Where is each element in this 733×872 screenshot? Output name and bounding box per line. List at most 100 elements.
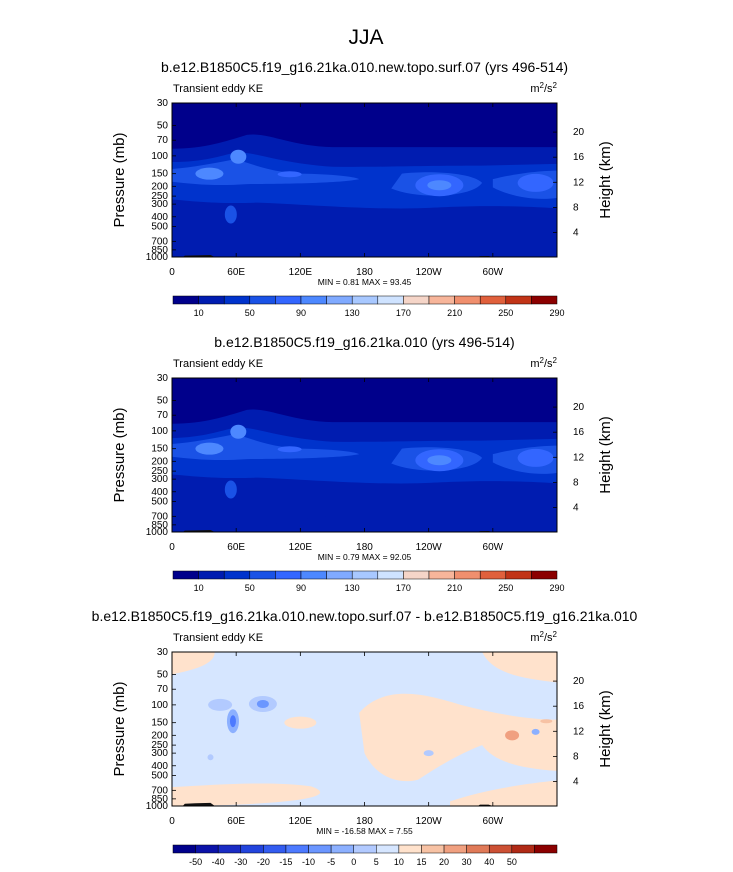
colorbar-box <box>275 295 302 305</box>
y2-tick-label: 16 <box>573 152 585 163</box>
y-tick-label: 70 <box>157 135 169 146</box>
colorbar-box <box>454 295 481 305</box>
x-tick-label: 0 <box>169 267 175 278</box>
contour-band <box>195 442 224 455</box>
y-tick-label: 400 <box>151 212 168 223</box>
x-tick-label: 120W <box>416 816 443 827</box>
panel-title: b.e12.B1850C5.f19_g16.21ka.010.new.topo.… <box>92 608 638 624</box>
colorbar-box <box>330 844 354 854</box>
contour-band <box>423 750 434 757</box>
y2-tick-label: 8 <box>573 202 579 213</box>
colorbar-box <box>263 844 287 854</box>
x-tick-label: 60W <box>483 542 504 553</box>
colorbar-box <box>428 295 455 305</box>
contour-band <box>172 511 557 532</box>
colorbar-box <box>505 295 532 305</box>
colorbar-box <box>377 570 404 580</box>
colorbar-label: -40 <box>212 857 225 867</box>
contour-band <box>230 424 247 439</box>
y2-axis-title: Height (km) <box>597 141 614 219</box>
y2-tick-label: 8 <box>573 477 579 488</box>
colorbar-label: 50 <box>245 308 255 318</box>
colorbar: 10 50 90 130 170 210 250 290 <box>172 295 565 318</box>
y-tick-label: 850 <box>151 520 168 531</box>
colorbar-label: 250 <box>498 308 513 318</box>
y-tick-label: 850 <box>151 794 168 805</box>
colorbar-label: 130 <box>345 308 360 318</box>
colorbar-box <box>172 844 196 854</box>
y-tick-label: 700 <box>151 236 168 247</box>
colorbar-label: 130 <box>345 583 360 593</box>
contour-band <box>207 754 214 761</box>
colorbar-box <box>376 844 400 854</box>
colorbar-box <box>377 295 404 305</box>
contour-band <box>172 160 360 185</box>
colorbar-box <box>443 844 467 854</box>
min-max-label: MIN = -16.58 MAX = 7.55 <box>316 826 413 836</box>
colorbar-box <box>428 570 455 580</box>
y-tick-label: 850 <box>151 245 168 256</box>
y2-tick-label: 20 <box>573 402 585 413</box>
contour-band <box>172 427 557 484</box>
colorbar-label: 10 <box>394 857 404 867</box>
terrain <box>182 254 215 257</box>
colorbar-box <box>172 570 199 580</box>
colorbar-box <box>223 295 251 305</box>
colorbar-box <box>531 570 558 580</box>
contour-band <box>224 205 237 224</box>
colorbar-box <box>223 570 251 580</box>
panel-1: b.e12.B1850C5.f19_g16.21ka.010.new.topo.… <box>111 59 614 318</box>
contour-band <box>531 728 540 735</box>
colorbar-box <box>454 570 481 580</box>
y-axis-title: Pressure (mb) <box>111 132 128 227</box>
y-tick-label: 150 <box>151 169 168 180</box>
y-tick-label: 70 <box>157 684 169 695</box>
y-tick-label: 50 <box>157 669 169 680</box>
colorbar-box <box>285 844 309 854</box>
colorbar-box <box>275 570 302 580</box>
y-tick-label: 250 <box>151 191 168 202</box>
x-tick-label: 60E <box>227 542 245 553</box>
contour-band <box>172 652 215 675</box>
y-tick-label: 100 <box>151 700 168 711</box>
contour-field <box>172 103 557 257</box>
field-label: Transient eddy KE <box>173 358 263 370</box>
y-tick-label: 250 <box>151 466 168 477</box>
colorbar-box <box>198 570 225 580</box>
panel-3: b.e12.B1850C5.f19_g16.21ka.010.new.topo.… <box>92 608 638 867</box>
y2-tick-label: 12 <box>573 177 585 188</box>
x-tick-label: 120E <box>289 542 313 553</box>
y-tick-label: 300 <box>151 748 168 759</box>
units-label: m2/s2 <box>530 630 557 645</box>
y-tick-label: 700 <box>151 511 168 522</box>
y-axis-title: Pressure (mb) <box>111 407 128 502</box>
y-tick-label: 500 <box>151 222 168 233</box>
colorbar-label: -20 <box>257 857 270 867</box>
min-max-label: MIN = 0.81 MAX = 93.45 <box>318 277 412 287</box>
contour-band <box>172 783 321 806</box>
colorbar-box <box>300 570 327 580</box>
y-tick-label: 50 <box>157 395 169 406</box>
y-tick-label: 200 <box>151 456 168 467</box>
contour-band <box>540 719 553 724</box>
contour-band <box>505 730 520 741</box>
x-tick-label: 0 <box>169 816 175 827</box>
x-tick-label: 0 <box>169 542 175 553</box>
y2-tick-label: 12 <box>573 452 585 463</box>
colorbar-label: 0 <box>351 857 356 867</box>
units-label: m2/s2 <box>530 356 557 371</box>
x-tick-label: 60E <box>227 267 245 278</box>
colorbar-label: 170 <box>396 308 411 318</box>
colorbar-label: 290 <box>549 308 564 318</box>
contour-band <box>172 236 557 257</box>
contour-band <box>284 716 317 729</box>
y-tick-label: 100 <box>151 426 168 437</box>
colorbar-box <box>505 570 532 580</box>
contour-band <box>172 435 360 460</box>
colorbar: 10 50 90 130 170 210 250 290 <box>172 570 565 593</box>
terrain <box>182 802 215 806</box>
y-tick-label: 500 <box>151 771 168 782</box>
colorbar-label: 210 <box>447 583 462 593</box>
contour-band <box>450 780 557 806</box>
